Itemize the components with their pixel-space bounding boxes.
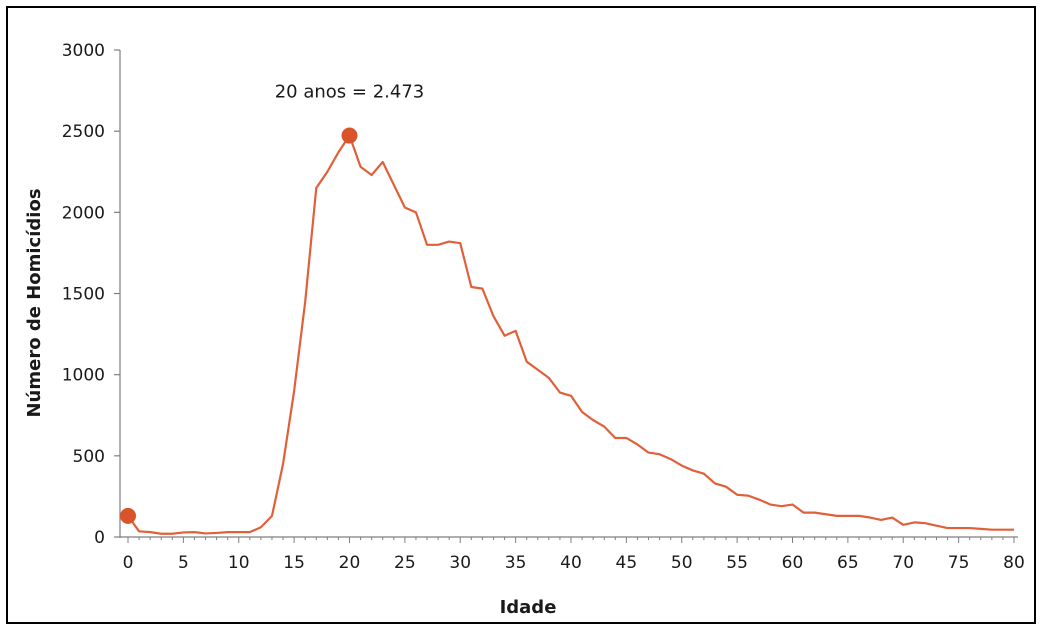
x-tick-label: 10 xyxy=(228,553,250,573)
y-tick-label: 500 xyxy=(73,447,105,467)
series-layer xyxy=(127,134,1014,535)
y-tick-label: 2000 xyxy=(62,203,105,223)
x-tick-label: 20 xyxy=(339,553,361,573)
y-tick-label: 1000 xyxy=(62,366,105,386)
x-axis: 0 5 10 15 20 25 30 35 40 45 50 55 60 65 70 75 80 xyxy=(120,536,1025,573)
x-tick-label: 45 xyxy=(616,553,638,573)
markers-layer xyxy=(120,127,358,524)
x-tick-label: 80 xyxy=(1003,553,1025,573)
x-axis-title: Idade xyxy=(500,597,557,618)
y-axis: 0 500 1000 1500 2000 2500 3000 xyxy=(62,41,121,548)
data-point-marker xyxy=(120,507,136,524)
x-tick-label: 40 xyxy=(560,553,582,573)
y-tick-label: 2500 xyxy=(62,122,105,142)
x-tick-label: 65 xyxy=(837,553,859,573)
x-tick-label: 5 xyxy=(178,553,189,573)
y-axis-title: Número de Homicídios xyxy=(24,188,45,417)
series-line xyxy=(127,134,1014,535)
annotations-layer: 20 anos = 2.473 xyxy=(275,82,425,103)
data-point-marker xyxy=(341,127,358,144)
y-tick-label: 3000 xyxy=(62,41,105,61)
peak-annotation: 20 anos = 2.473 xyxy=(275,82,425,103)
chart-frame xyxy=(6,6,1036,624)
x-tick-label: 70 xyxy=(892,553,914,573)
x-tick-label: 50 xyxy=(671,553,693,573)
x-tick-label: 0 xyxy=(123,553,134,573)
x-tick-label: 30 xyxy=(449,553,471,573)
y-tick-label: 1500 xyxy=(62,285,105,305)
x-tick-label: 25 xyxy=(394,553,416,573)
y-tick-label: 0 xyxy=(94,528,105,548)
x-tick-label: 15 xyxy=(283,553,305,573)
x-tick-label: 35 xyxy=(505,553,527,573)
x-tick-label: 75 xyxy=(948,553,970,573)
x-tick-label: 60 xyxy=(782,553,804,573)
x-tick-label: 55 xyxy=(726,553,748,573)
